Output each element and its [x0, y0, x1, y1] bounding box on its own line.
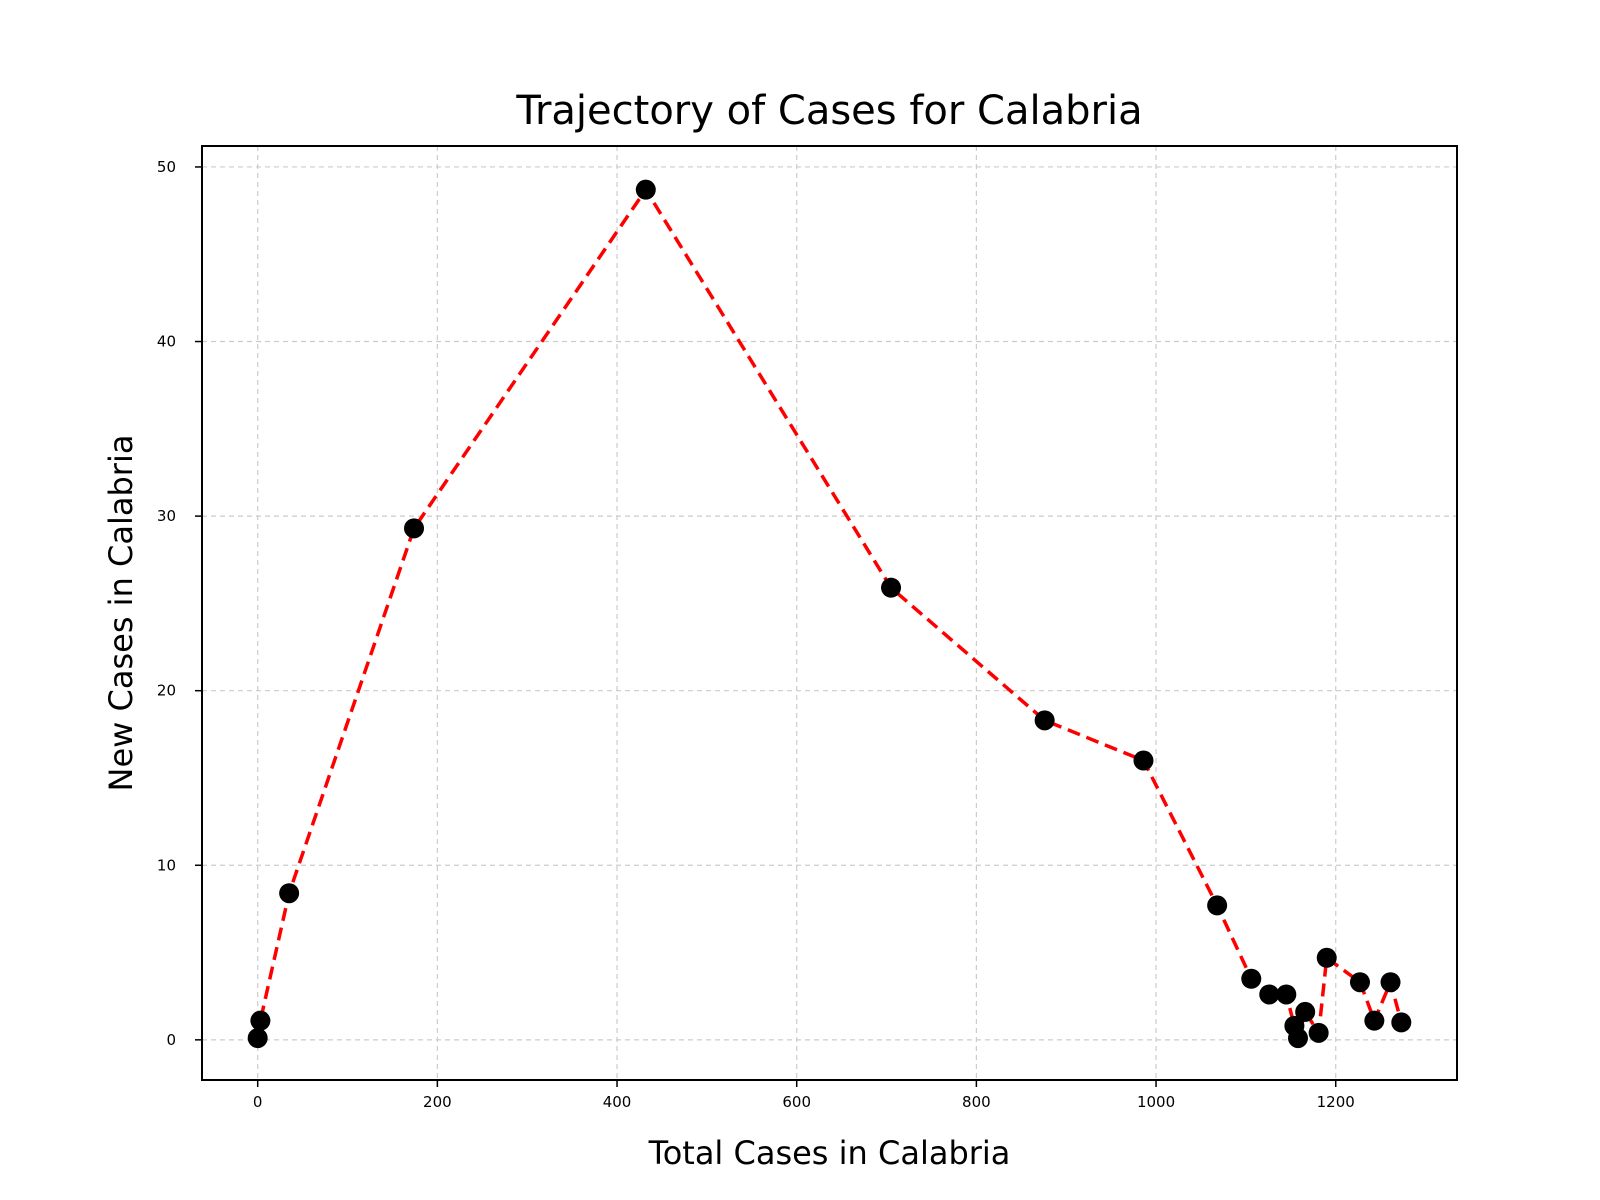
- x-tick-label: 800: [962, 1093, 991, 1111]
- x-tick-label: 0: [253, 1093, 263, 1111]
- x-tick-label: 600: [782, 1093, 811, 1111]
- y-tick-label: 0: [166, 1031, 176, 1049]
- chart-title: Trajectory of Cases for Calabria: [515, 88, 1142, 134]
- y-axis-label: New Cases in Calabria: [102, 435, 140, 792]
- plot-area: [247, 179, 1412, 1049]
- y-tick-label: 10: [157, 856, 176, 874]
- grid: [202, 146, 1457, 1080]
- data-point: [250, 1010, 271, 1031]
- data-point: [1391, 1012, 1412, 1033]
- data-point: [1276, 984, 1297, 1005]
- x-tick-label: 200: [423, 1093, 452, 1111]
- data-point: [1364, 1010, 1385, 1031]
- data-point: [1287, 1028, 1308, 1049]
- data-point: [404, 518, 425, 539]
- data-point: [881, 577, 902, 598]
- x-tick-label: 1200: [1317, 1093, 1355, 1111]
- data-point: [1241, 968, 1262, 989]
- data-point: [1316, 947, 1337, 968]
- x-tick-label: 400: [603, 1093, 632, 1111]
- data-point: [247, 1028, 268, 1049]
- data-point: [1034, 710, 1055, 731]
- data-point: [1295, 1001, 1316, 1022]
- ticks: 0 200 400 600 800 1000 1200 0 10 20 30 40 50: [157, 158, 1355, 1111]
- data-point: [1133, 750, 1154, 771]
- data-point: [1259, 984, 1280, 1005]
- plot-frame: [201, 145, 1458, 1081]
- x-tick-label: 1000: [1137, 1093, 1175, 1111]
- y-tick-label: 20: [157, 682, 176, 700]
- y-tick-label: 40: [157, 333, 176, 351]
- data-point: [1349, 972, 1370, 993]
- data-point: [635, 179, 656, 200]
- series-line: [255, 186, 1403, 1045]
- data-point: [279, 883, 300, 904]
- x-axis-label: Total Cases in Calabria: [648, 1134, 1011, 1172]
- data-point: [1380, 972, 1401, 993]
- data-point: [1308, 1022, 1329, 1043]
- data-point: [1207, 895, 1228, 916]
- y-tick-label: 50: [157, 158, 176, 176]
- y-tick-label: 30: [157, 507, 176, 525]
